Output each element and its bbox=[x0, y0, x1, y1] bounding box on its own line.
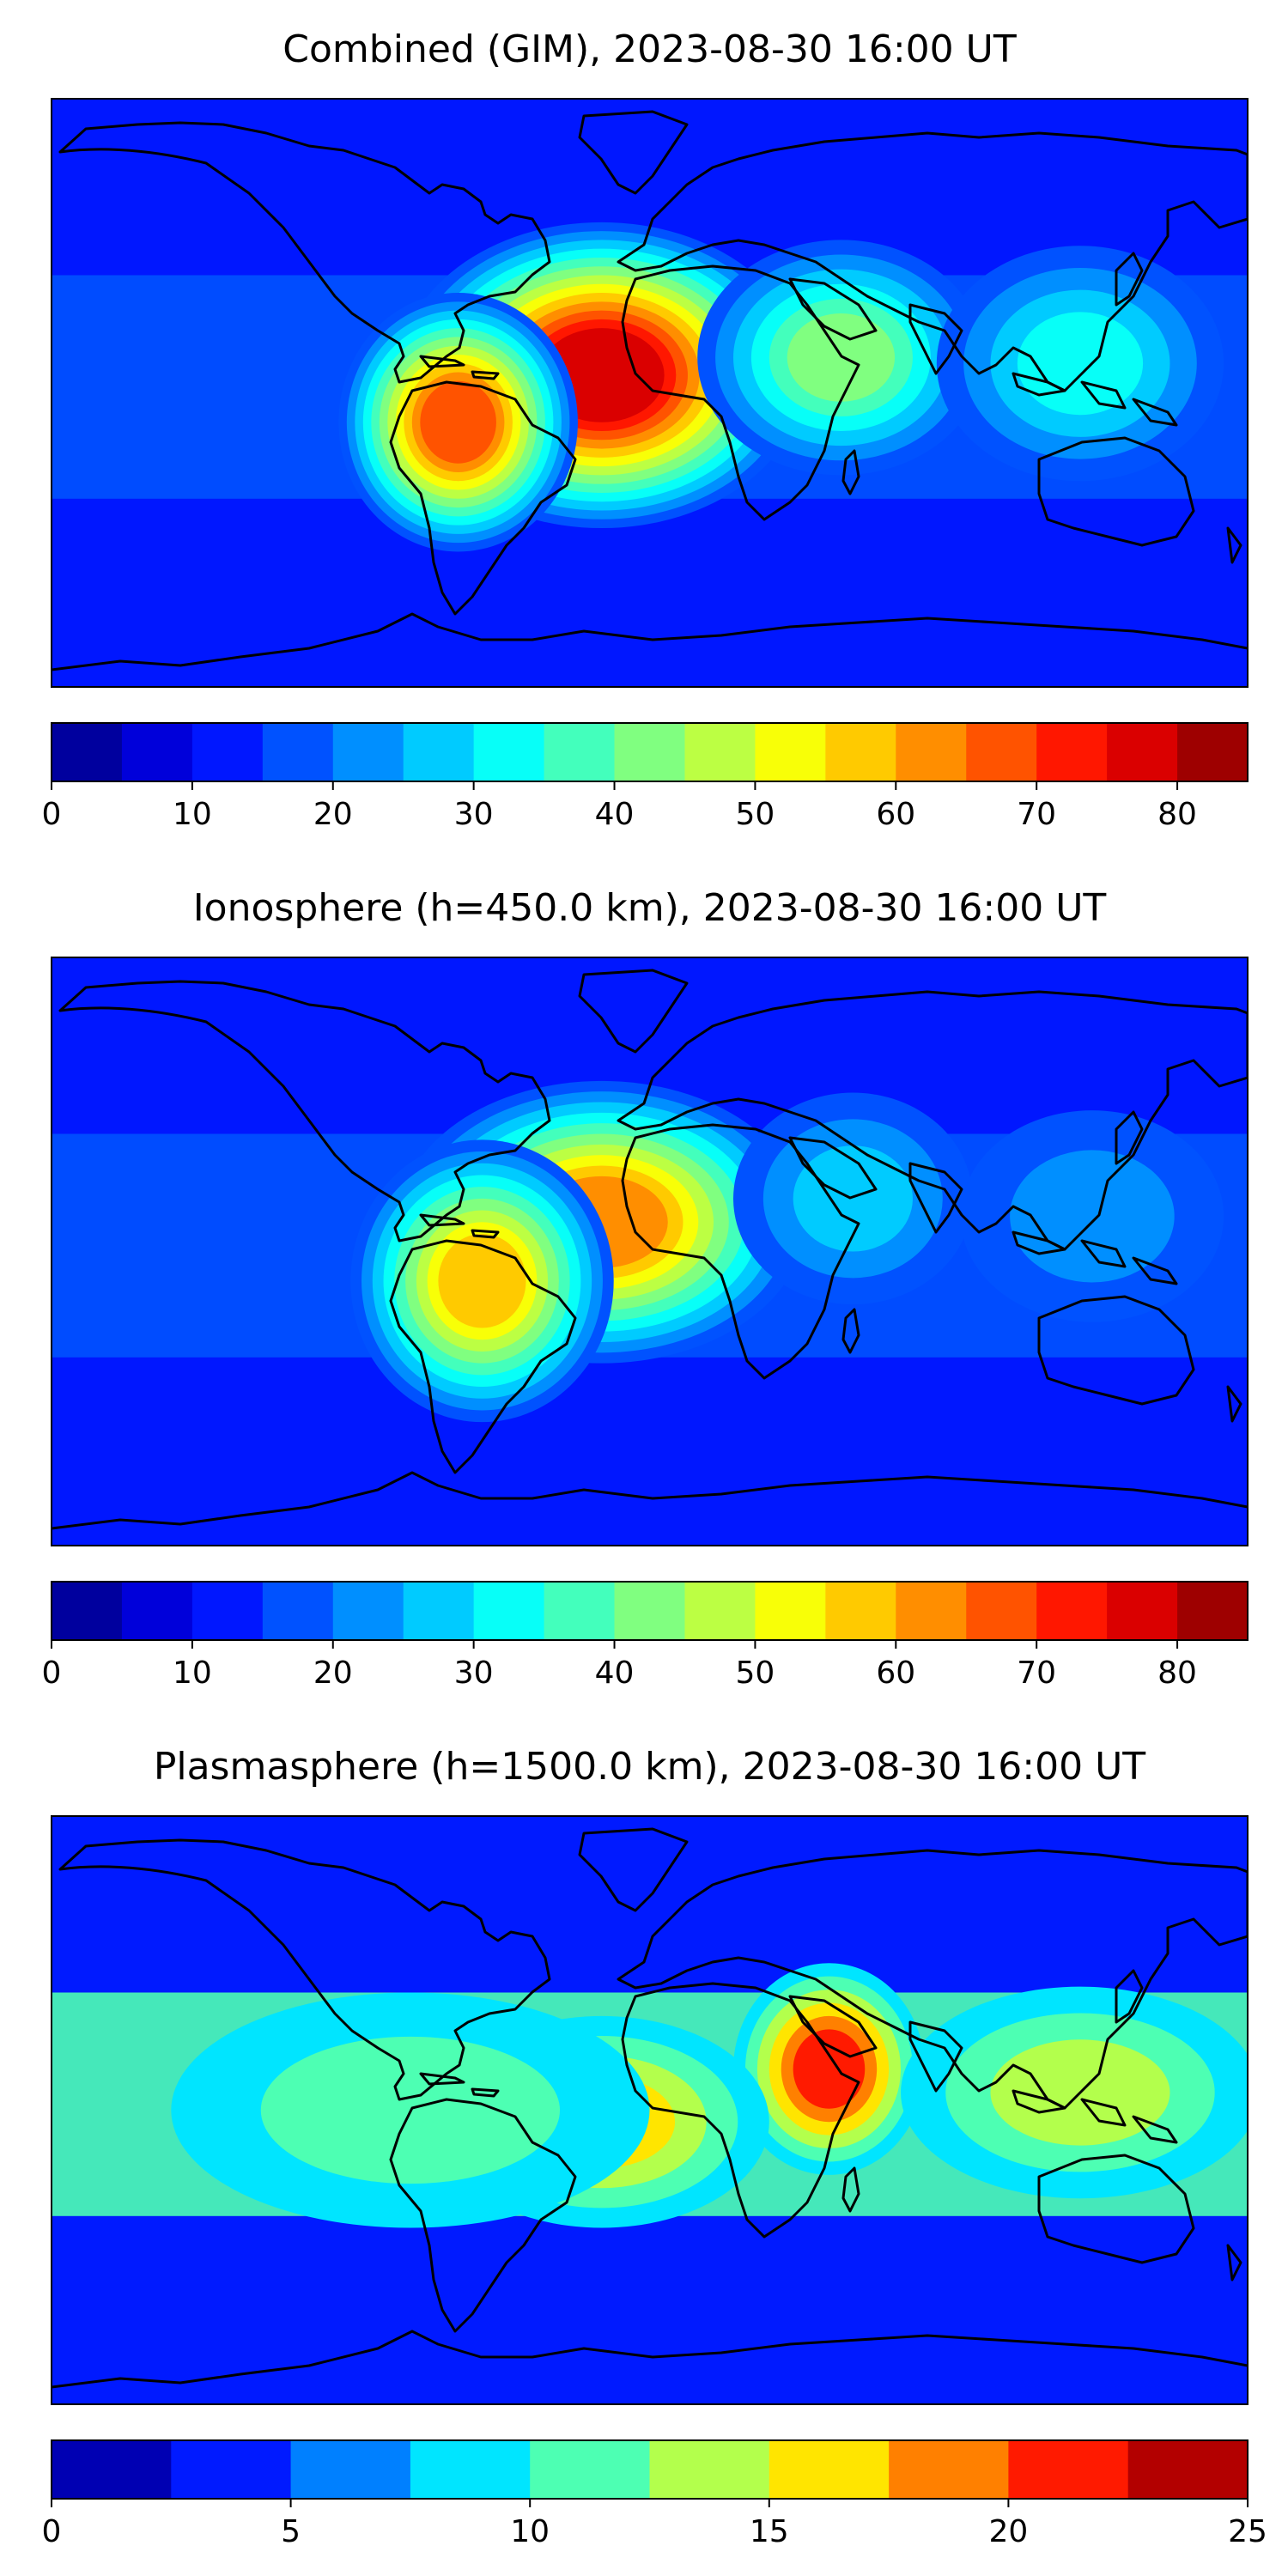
contour-level-65 bbox=[420, 380, 496, 464]
panel-3: Plasmasphere (h=1500.0 km), 2023-08-30 1… bbox=[42, 1745, 1267, 2549]
contour-level-25 bbox=[793, 1145, 913, 1252]
colorbar-tick-label: 10 bbox=[510, 2514, 550, 2549]
chart-title: Plasmasphere (h=1500.0 km), 2023-08-30 1… bbox=[154, 1745, 1145, 1789]
colorbar-tick-label: 40 bbox=[595, 1656, 635, 1691]
colorbar-tick-label: 20 bbox=[988, 2514, 1028, 2549]
colorbar-bin-5 bbox=[121, 723, 193, 781]
colorbar-tick-label: 15 bbox=[750, 2514, 789, 2549]
colorbar-bin-80 bbox=[1177, 723, 1249, 781]
panel-2: Ionosphere (h=450.0 km), 2023-08-30 16:0… bbox=[42, 886, 1249, 1691]
colorbar-bin-15 bbox=[262, 723, 334, 781]
colorbar-bin-70 bbox=[1036, 723, 1108, 781]
map-field bbox=[52, 1816, 1248, 2404]
colorbar-bin-15 bbox=[769, 2440, 890, 2499]
colorbar: 0 5 10 15 20 25 bbox=[42, 2439, 1267, 2549]
map-frame bbox=[51, 957, 1249, 1546]
colorbar-bin-30 bbox=[473, 1582, 545, 1640]
colorbar-tick-label: 80 bbox=[1157, 797, 1197, 832]
map-frame bbox=[51, 98, 1249, 688]
colorbar-bin-35 bbox=[544, 1582, 616, 1640]
colorbar-bin-12.5 bbox=[649, 2440, 770, 2499]
colorbar-bin-2.5 bbox=[171, 2440, 292, 2499]
colorbar-tick-label: 60 bbox=[876, 1656, 915, 1691]
colorbar-tick-label: 0 bbox=[42, 2514, 62, 2549]
colorbar-bin-0 bbox=[52, 2440, 172, 2499]
panel-1: Combined (GIM), 2023-08-30 16:00 UT 0 10 20… bbox=[42, 27, 1249, 832]
colorbar-tick-label: 25 bbox=[1228, 2514, 1267, 2549]
colorbar-bin-20 bbox=[332, 1582, 404, 1640]
colorbar-bin-0 bbox=[52, 1582, 123, 1640]
colorbar-bin-80 bbox=[1177, 1582, 1249, 1640]
colorbar-frame bbox=[51, 1581, 1249, 1641]
contour-level-40 bbox=[787, 313, 896, 402]
colorbar-bin-10 bbox=[191, 723, 264, 781]
colorbar-frame bbox=[51, 722, 1249, 782]
colorbar-bin-25 bbox=[403, 723, 475, 781]
colorbar-bin-50 bbox=[755, 723, 826, 781]
colorbar-bin-45 bbox=[684, 1582, 756, 1640]
colorbar-tick-label: 50 bbox=[736, 1656, 775, 1691]
colorbar-tick-label: 30 bbox=[454, 1656, 494, 1691]
colorbar-bin-7.5 bbox=[410, 2440, 531, 2499]
colorbar-bin-60 bbox=[896, 1582, 967, 1640]
colorbar: 0 10 20 30 40 50 60 70 80 bbox=[42, 722, 1249, 832]
colorbar-bin-50 bbox=[755, 1582, 826, 1640]
contour-level-20 bbox=[793, 2029, 866, 2109]
colorbar-bin-22.5 bbox=[1127, 2440, 1249, 2499]
colorbar-tick-label: 20 bbox=[313, 797, 353, 832]
colorbar-bin-30 bbox=[473, 723, 545, 781]
colorbar-tick-label: 60 bbox=[876, 797, 915, 832]
map-field bbox=[52, 957, 1248, 1546]
colorbar-bin-55 bbox=[825, 1582, 896, 1640]
colorbar-bin-75 bbox=[1107, 723, 1178, 781]
contour-level-55 bbox=[438, 1233, 526, 1328]
colorbar-bin-0 bbox=[52, 723, 123, 781]
colorbar-bin-40 bbox=[614, 1582, 685, 1640]
colorbar-bin-65 bbox=[966, 723, 1037, 781]
colorbar-tick-label: 70 bbox=[1017, 797, 1056, 832]
colorbar-bin-20 bbox=[332, 723, 404, 781]
colorbar-tick-label: 0 bbox=[42, 1656, 62, 1691]
colorbar-bin-20 bbox=[1008, 2440, 1129, 2499]
colorbar-bin-10 bbox=[191, 1582, 264, 1640]
colorbar-tick-label: 30 bbox=[454, 797, 494, 832]
chart-title: Combined (GIM), 2023-08-30 16:00 UT bbox=[283, 27, 1017, 71]
colorbar-bin-5 bbox=[121, 1582, 193, 1640]
colorbar-tick-label: 40 bbox=[595, 797, 635, 832]
map-frame bbox=[51, 1815, 1249, 2405]
colorbar: 0 10 20 30 40 50 60 70 80 bbox=[42, 1581, 1249, 1691]
colorbar-tick-label: 0 bbox=[42, 797, 62, 832]
colorbar-bin-70 bbox=[1036, 1582, 1108, 1640]
colorbar-tick-label: 70 bbox=[1017, 1656, 1056, 1691]
chart-title: Ionosphere (h=450.0 km), 2023-08-30 16:0… bbox=[193, 886, 1107, 930]
colorbar-bin-5 bbox=[290, 2440, 411, 2499]
colorbar-tick-label: 5 bbox=[281, 2514, 301, 2549]
colorbar-bin-55 bbox=[825, 723, 896, 781]
colorbar-bin-60 bbox=[896, 723, 967, 781]
colorbar-bin-65 bbox=[966, 1582, 1037, 1640]
colorbar-tick-label: 10 bbox=[173, 1656, 212, 1691]
colorbar-bin-17.5 bbox=[889, 2440, 1009, 2499]
colorbar-bin-15 bbox=[262, 1582, 334, 1640]
colorbar-bin-25 bbox=[403, 1582, 475, 1640]
colorbar-tick-label: 20 bbox=[313, 1656, 353, 1691]
colorbar-tick-label: 80 bbox=[1157, 1656, 1197, 1691]
contour-level-20 bbox=[1010, 1150, 1175, 1283]
map-field bbox=[52, 99, 1248, 687]
colorbar-bin-35 bbox=[544, 723, 616, 781]
colorbar-tick-label: 10 bbox=[173, 797, 212, 832]
colorbar-bin-45 bbox=[684, 723, 756, 781]
colorbar-bin-10 bbox=[530, 2440, 650, 2499]
colorbar-frame bbox=[51, 2439, 1249, 2500]
colorbar-bin-75 bbox=[1107, 1582, 1178, 1640]
colorbar-bin-40 bbox=[614, 723, 685, 781]
colorbar-tick-label: 50 bbox=[736, 797, 775, 832]
